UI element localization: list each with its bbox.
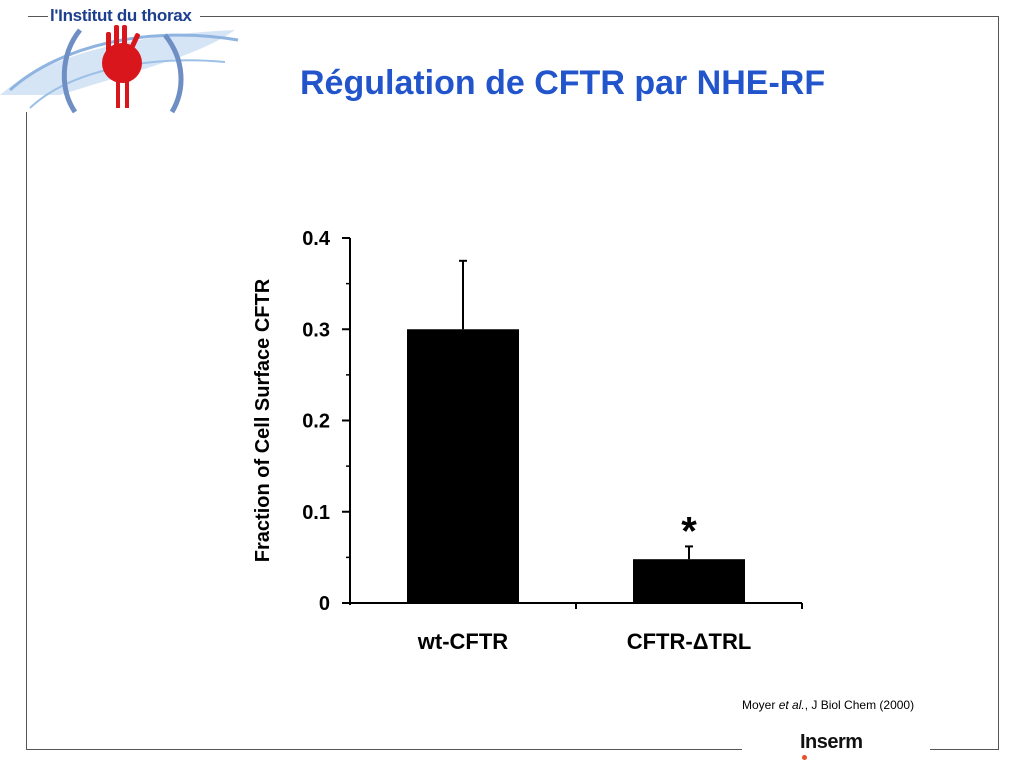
frame-bottom-right-line [930,749,999,750]
frame-bottom-left-line [26,749,742,750]
x-tick-label: CFTR-ΔTRL [627,629,752,654]
y-axis-label: Fraction of Cell Surface CFTR [252,278,274,562]
frame-top-right-line [200,16,999,17]
y-tick-label: 0.3 [302,319,330,341]
y-tick-label: 0.1 [302,502,330,524]
significance-annotation: * [681,509,697,553]
y-tick-label: 0 [319,593,330,615]
inserm-dot-icon [802,755,807,760]
bar-chart: 0 0.1 0.2 0.3 0.4 Fraction of Cell Surface CF… [252,228,803,654]
heart-hand-logo-icon [0,25,239,114]
citation-authors: Moyer [742,698,776,712]
institut-brand-text: l'Institut du thorax [50,6,192,25]
bar [407,329,519,603]
frame-top-left-line [28,16,48,17]
citation: Moyer et al., J Biol Chem (2000) [742,698,914,712]
frame-right-line [998,16,999,750]
citation-etal: et al. [778,698,805,712]
y-tick-label: 0.4 [302,228,331,250]
inserm-logo: Inserm [800,731,863,753]
slide-title: Régulation de CFTR par NHE-RF [300,64,826,102]
frame-left-line [26,112,27,750]
y-tick-label: 0.2 [302,411,330,433]
citation-journal: , J Biol Chem (2000) [804,698,915,712]
bar [633,559,745,603]
x-tick-label: wt-CFTR [417,629,509,654]
